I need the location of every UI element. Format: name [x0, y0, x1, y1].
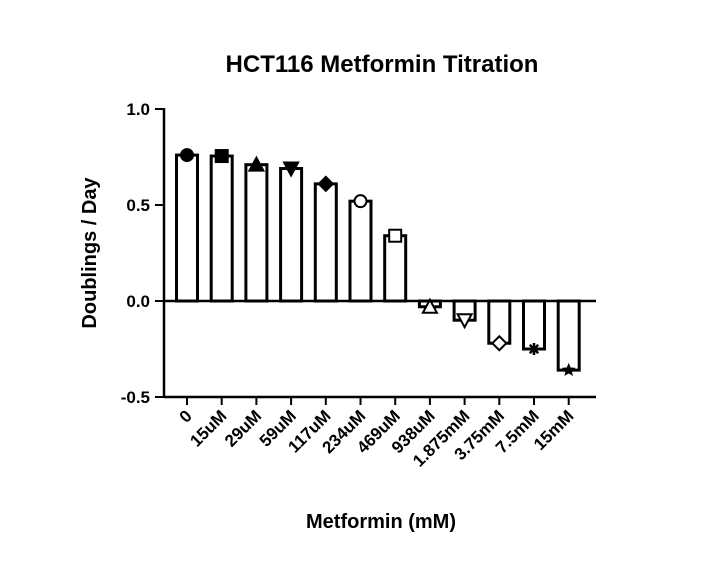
y-tick-label: 0.5: [126, 196, 150, 215]
data-point: [528, 343, 540, 355]
bar: [348, 199, 373, 303]
bar: [279, 167, 304, 303]
data-point: [282, 161, 300, 178]
x-tick-label: 29uM: [221, 406, 265, 450]
x-tick-label: 15uM: [186, 406, 230, 450]
data-point: [180, 148, 194, 163]
data-point: [561, 362, 576, 377]
y-tick-label: 0.0: [126, 292, 150, 311]
bar: [209, 154, 234, 303]
bar: [175, 153, 199, 303]
data-point: [353, 194, 368, 209]
bar: [313, 182, 338, 303]
bar: [522, 299, 546, 351]
x-tick-label: 15mM: [530, 406, 578, 454]
bar: [244, 163, 269, 303]
x-tick-label: 0: [176, 406, 196, 426]
plot-area: 1.00.50.0-0.5015uM29uM59uM117uM234uM469u…: [121, 100, 596, 471]
data-point: [455, 313, 474, 330]
x-axis-label: Metformin (mM): [306, 511, 456, 533]
y-tick-label: -0.5: [121, 388, 150, 407]
data-point: [388, 228, 403, 243]
bar: [556, 299, 581, 372]
y-tick-label: 1.0: [126, 100, 150, 119]
chart-title: HCT116 Metformin Titration: [226, 51, 539, 78]
data-point: [247, 155, 266, 172]
data-point: [317, 175, 335, 193]
y-axis-label: Doublings / Day: [79, 177, 101, 329]
data-point: [214, 149, 229, 164]
bar: [383, 234, 408, 303]
data-point: [490, 334, 508, 352]
data-point: [421, 297, 439, 314]
